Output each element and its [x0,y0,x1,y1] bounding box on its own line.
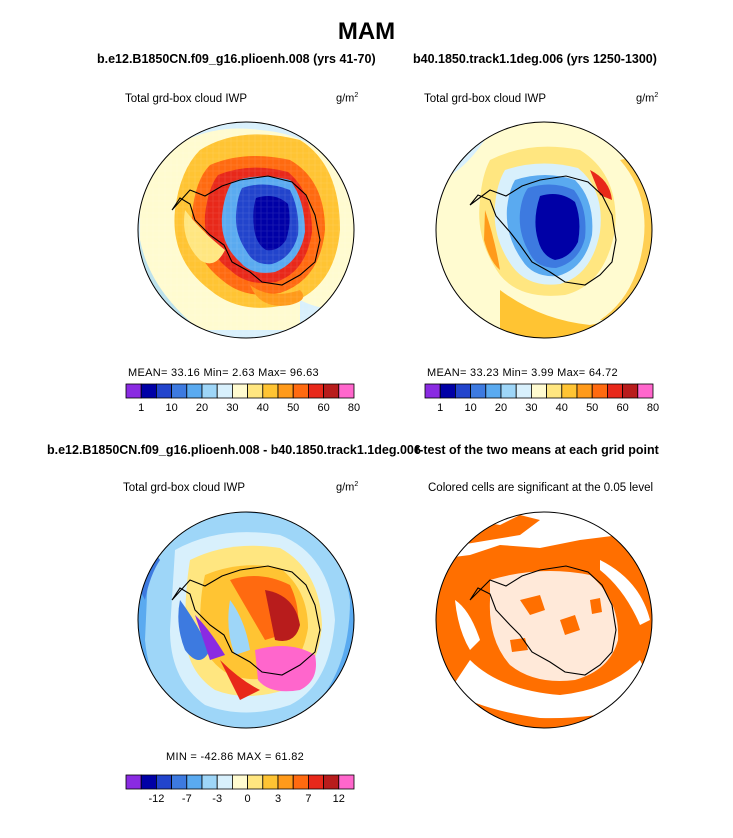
panel-2-colorbar-tick-label: 80 [646,402,660,414]
panel-1-colorbar-swatch [125,383,142,399]
panel-1-colorbar-swatch [155,383,172,399]
panel-3-colorbar-tick-label: -7 [181,793,192,805]
figure-title: MAM [337,18,396,45]
panel-2-colorbar-tick-label: 30 [525,402,538,414]
panel-2-colorbar-swatch [424,383,441,399]
panel-3-colorbar-swatch [171,774,188,790]
panel-1-colorbar-tick-label: 30 [226,402,239,414]
panel-2-colorbar-swatch [591,383,608,399]
panel-3-colorbar-tick-label: 3 [274,793,282,805]
panel-1-case-title: b.e12.B1850CN.f09_g16.plioenh.008 (yrs 4… [97,52,376,66]
panel-2-colorbar-swatch [515,383,532,399]
panel-2-colorbar [424,383,654,399]
panel-1-colorbar-swatch [186,383,203,399]
panel-3-colorbar-swatch [338,774,355,790]
panel-3-colorbar-swatch [307,774,324,790]
panel-3-colorbar-swatch [323,774,340,790]
panel-4-variable: Colored cells are significant at the 0.0… [428,482,654,494]
panel-2-colorbar-tick-label: 10 [464,402,477,414]
panel-3-variable: Total grd-box cloud IWP [123,482,246,494]
panel-2-units: g/m2 [636,92,659,105]
panel-1-stats: MEAN= 33.16 Min= 2.63 Max= 96.63 [128,367,319,379]
panel-1-colorbar-swatch [307,383,324,399]
panel-2-map [436,122,652,338]
panel-3-colorbar-swatch [140,774,157,790]
panel-2-colorbar-swatch [454,383,471,399]
panel-3-colorbar-swatch [186,774,203,790]
panel-1-colorbar-tick-label: 10 [165,402,178,414]
panel-3-colorbar-tick-label: -3 [212,793,223,805]
panel-3-colorbar-tick-label: 0 [244,793,251,805]
panel-2-colorbar-swatch [576,383,593,399]
panel-2-coastline [469,175,617,286]
panel-4-case-title: t-test of the two means at each grid poi… [415,443,659,457]
panel-3-colorbar-swatch [155,774,172,790]
panel-1-colorbar-tick-label: 20 [195,402,209,414]
panel-3-coastline [171,565,321,676]
panel-1-colorbar-tick-label: 40 [256,402,269,414]
panel-3-colorbar-swatch [277,774,294,790]
panel-3-colorbar-tick-label: 12 [332,793,345,805]
panel-1-variable: Total grd-box cloud IWP [125,93,248,105]
panel-1-colorbar-tick-label: 50 [287,402,300,414]
panel-2-colorbar-swatch [500,383,517,399]
panel-1-colorbar-tick-label: 80 [347,402,361,414]
panel-2-colorbar-swatch [470,383,487,399]
panel-2-colorbar-swatch [622,383,639,399]
panel-3-stats: MIN = -42.86 MAX = 61.82 [166,751,305,763]
panel-2-colorbar-tick-label: 60 [616,402,629,414]
panel-3-map [138,512,354,728]
panel-2-variable: Total grd-box cloud IWP [424,93,547,105]
panel-3-colorbar-swatch [292,774,309,790]
panel-2-colorbar-tick-label: 50 [586,402,599,414]
panel-1-colorbar-tick-label: 60 [317,402,330,414]
panel-1-colorbar-swatch [171,383,188,399]
panel-3-colorbar-swatch [216,774,233,790]
panel-2-colorbar-swatch [637,383,654,399]
panel-2-colorbar-swatch [546,383,563,399]
panel-3-colorbar-swatch [201,774,218,790]
panel-1-colorbar-swatch [323,383,340,399]
panel-2-colorbar-swatch [439,383,456,399]
panel-2-colorbar-swatch [485,383,502,399]
panel-3-colorbar [125,774,355,790]
panel-1-colorbar-swatch [201,383,218,399]
panel-1-colorbar-swatch [277,383,294,399]
panel-1-colorbar-swatch [247,383,264,399]
panel-1-units: g/m2 [336,92,359,105]
panel-1-colorbar-tick-label: 1 [138,402,145,414]
panel-2-colorbar-tick-label: 40 [555,402,568,414]
panel-1-colorbar [125,383,355,399]
panel-2-colorbar-swatch [531,383,548,399]
panel-1-map [138,122,354,338]
panel-1-colorbar-swatch [231,383,248,399]
panel-2-stats: MEAN= 33.23 Min= 3.99 Max= 64.72 [427,367,618,379]
panel-2-colorbar-tick-label: 20 [494,402,508,414]
panel-3-colorbar-tick-label: -12 [148,793,165,805]
panel-3-colorbar-tick-label: 7 [305,793,312,805]
panel-2-colorbar-tick-label: 1 [437,402,444,414]
panel-3-units: g/m2 [336,481,359,494]
panel-2-colorbar-swatch [561,383,578,399]
panel-1-colorbar-swatch [216,383,233,399]
panel-1-colorbar-swatch [140,383,157,399]
panel-3-colorbar-swatch [262,774,279,790]
panel-3-case-title: b.e12.B1850CN.f09_g16.plioenh.008 - b40.… [47,443,421,457]
panel-3-colorbar-swatch [125,774,142,790]
panel-1-coastline [171,175,321,286]
panel-3-colorbar-swatch [231,774,248,790]
panel-2-case-title: b40.1850.track1.1deg.006 (yrs 1250-1300) [413,52,657,66]
panel-1-colorbar-swatch [262,383,279,399]
panel-1-colorbar-swatch [338,383,355,399]
panel-2-colorbar-swatch [607,383,624,399]
panel-4-map [436,512,652,728]
panel-1-colorbar-swatch [292,383,309,399]
panel-3-colorbar-swatch [247,774,264,790]
panel-4-coastline [469,565,617,676]
